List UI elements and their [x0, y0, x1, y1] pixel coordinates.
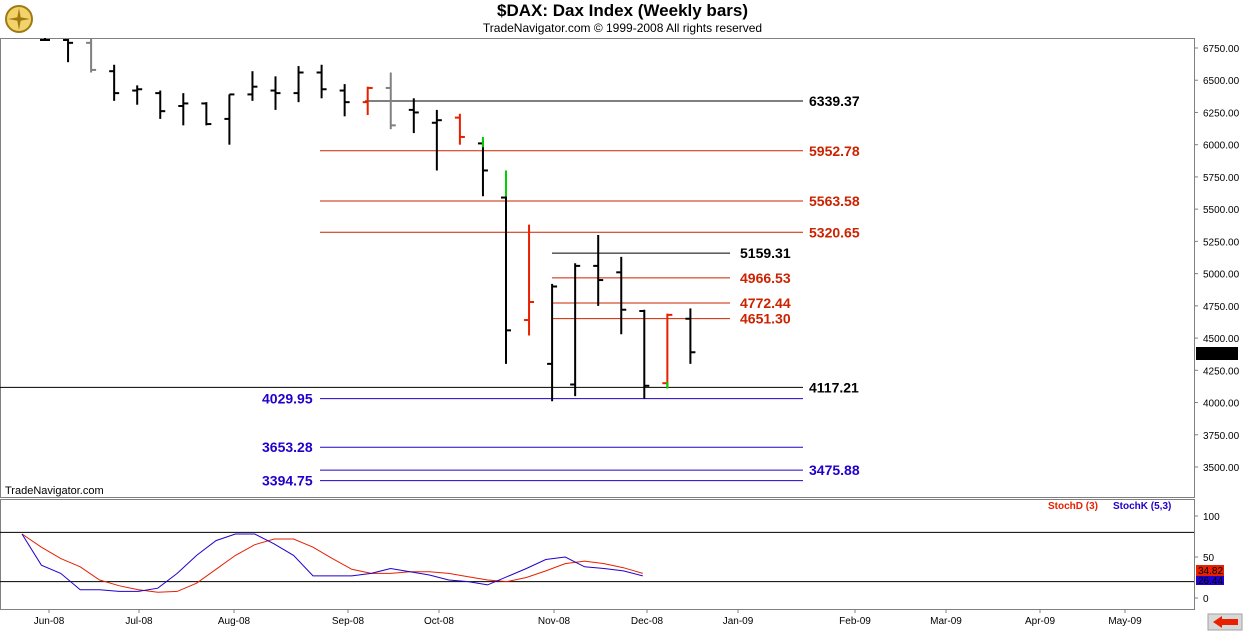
level-label: 3475.88 [809, 462, 860, 478]
ohlc-bar [570, 263, 581, 397]
ohlc-bar [293, 66, 304, 103]
y-tick-label: 3750.00 [1203, 431, 1240, 442]
y-tick-label: 5250.00 [1203, 237, 1240, 248]
stoch-y-label: 100 [1203, 512, 1220, 523]
ohlc-bar [224, 93, 235, 145]
x-tick-label: Dec-08 [631, 616, 664, 627]
ohlc-bar [109, 64, 120, 101]
ohlc-bars [40, 36, 696, 402]
level-label: 5563.58 [809, 193, 860, 209]
ohlc-bar [593, 234, 604, 306]
level-label: 3653.28 [262, 439, 313, 455]
y-tick-label: 4000.00 [1203, 399, 1240, 410]
y-tick-label: 5750.00 [1203, 173, 1240, 184]
level-label: 4651.30 [740, 311, 791, 327]
level-lines: 6339.37 5952.78 5563.58 5320.65 5159.31 4966.… [0, 93, 860, 489]
scroll-left-arrow-icon[interactable] [1207, 613, 1243, 631]
ohlc-bar [247, 71, 258, 101]
y-tick-label: 4250.00 [1203, 366, 1240, 377]
ohlc-bar [501, 196, 511, 364]
stoch-y-label: 0 [1203, 594, 1209, 605]
ohlc-bar [385, 72, 396, 130]
y-tick-label: 4750.00 [1203, 302, 1240, 313]
y-tick-label: 6250.00 [1203, 108, 1240, 119]
ohlc-bar [547, 283, 558, 402]
chart-subtitle: TradeNavigator.com © 1999-2008 All right… [482, 21, 763, 35]
ohlc-bar [155, 90, 166, 119]
y-tick-label: 6000.00 [1203, 141, 1240, 152]
level-label: 5320.65 [809, 224, 860, 240]
level-label: 5159.31 [740, 245, 791, 261]
ohlc-bar [524, 224, 535, 336]
stoch-d-badge-bg [1196, 565, 1224, 576]
ohlc-bar [431, 109, 442, 171]
stoch-panel-frame [0, 499, 1195, 610]
x-tick-label: Sep-08 [332, 616, 365, 627]
level-label: 4772.44 [740, 295, 791, 311]
x-tick-label: Jul-08 [125, 616, 153, 627]
ohlc-bar [63, 39, 74, 63]
y-tick-label: 6750.00 [1203, 44, 1240, 55]
level-label: 3394.75 [262, 473, 313, 489]
stoch-series-line [21, 533, 643, 593]
ohlc-bar [639, 309, 650, 399]
ohlc-bar [178, 93, 189, 126]
ohlc-bar [685, 308, 696, 364]
ohlc-bar [270, 76, 281, 110]
x-tick-label: Nov-08 [538, 616, 571, 627]
x-tick-label: Aug-08 [218, 616, 251, 627]
legend-stoch-k: StochK (5,3) [1113, 501, 1171, 512]
level-label: 4117.21 [809, 379, 859, 395]
x-tick-label: Apr-09 [1025, 616, 1055, 627]
y-tick-label: 5500.00 [1203, 205, 1240, 216]
x-tick-label: Mar-09 [930, 616, 962, 627]
stoch-series-line [21, 533, 643, 592]
level-label: 5952.78 [809, 143, 860, 159]
stoch-y-label: 50 [1203, 553, 1215, 564]
ohlc-bar [616, 256, 627, 335]
x-tick-label: Oct-08 [424, 616, 454, 627]
date-x-axis: Jun-08 Jul-08 Aug-08 Sep-08 Oct-08 Nov-08 Dec-… [34, 609, 1142, 627]
y-tick-label: 3500.00 [1203, 463, 1240, 474]
level-label: 4966.53 [740, 270, 791, 286]
trade-navigator-logo-icon [5, 5, 33, 33]
y-tick-label: 6500.00 [1203, 76, 1240, 87]
stoch-d-badge: 34.82 [1198, 566, 1223, 577]
chart-title: $DAX: Dax Index (Weekly bars) [497, 1, 748, 20]
level-label: 4029.95 [262, 391, 313, 407]
last-price-badge-bg [1196, 347, 1238, 360]
ohlc-bar [316, 64, 327, 99]
x-tick-label: Jan-09 [723, 616, 754, 627]
y-tick-label: 5000.00 [1203, 270, 1240, 281]
stochastic-panel: 0 50 100 [0, 512, 1220, 605]
x-tick-label: Feb-09 [839, 616, 871, 627]
chart-header: $DAX: Dax Index (Weekly bars) TradeNavig… [0, 0, 1245, 38]
x-tick-label: Jun-08 [34, 616, 65, 627]
ohlc-bar [132, 85, 143, 105]
stoch-k-badge: 26.44 [1198, 576, 1223, 587]
ohlc-bar [454, 113, 465, 145]
ohlc-bar [339, 84, 350, 117]
last-price-badge: 4381.45 [1198, 349, 1235, 360]
legend-stoch-d: StochD (3) [1048, 501, 1098, 512]
ohlc-bar [362, 86, 373, 116]
price-y-axis: 3500.00 3750.00 4000.00 4250.00 4500.00 4750.… [1194, 44, 1240, 474]
ohlc-bar [201, 102, 212, 126]
x-tick-label: May-09 [1108, 616, 1142, 627]
ohlc-bar [408, 98, 419, 134]
stoch-k-badge-bg [1196, 576, 1224, 585]
level-label: 6339.37 [809, 93, 860, 109]
watermark: TradeNavigator.com [5, 485, 104, 497]
y-tick-label: 4500.00 [1203, 334, 1240, 345]
ohlc-bar [86, 39, 97, 73]
